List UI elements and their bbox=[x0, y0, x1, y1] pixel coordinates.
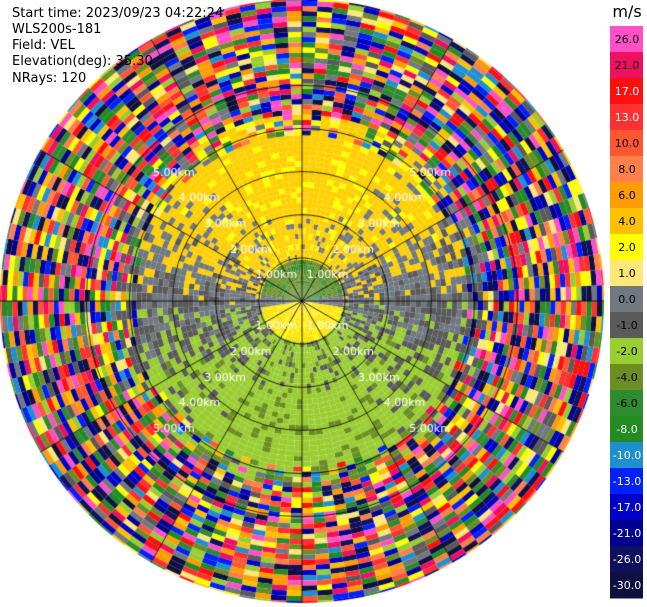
colorbar-title: m/s bbox=[612, 2, 641, 21]
colorbar-tick-label: 8.0 bbox=[618, 163, 636, 176]
ppi-velocity-plot bbox=[0, 0, 606, 607]
colorbar-tick-label: 17.0 bbox=[615, 85, 640, 98]
field-label: Field: VEL bbox=[12, 38, 75, 53]
colorbar-swatch bbox=[610, 338, 643, 365]
colorbar-tick-label: -30.0 bbox=[613, 579, 641, 592]
colorbar-swatch bbox=[610, 520, 643, 547]
colorbar-tick-label: -6.0 bbox=[616, 397, 637, 410]
colorbar-tick-label: -4.0 bbox=[616, 371, 637, 384]
colorbar-tick-label: -17.0 bbox=[613, 501, 641, 514]
colorbar-swatch bbox=[610, 572, 643, 599]
colorbar-swatch bbox=[610, 390, 643, 417]
colorbar-tick-label: -21.0 bbox=[613, 527, 641, 540]
colorbar-tick-label: 13.0 bbox=[615, 111, 640, 124]
colorbar-tick-label: 1.0 bbox=[618, 267, 636, 280]
colorbar-tick-label: -1.0 bbox=[616, 319, 637, 332]
colorbar-tick-label: 21.0 bbox=[615, 59, 640, 72]
colorbar-swatch bbox=[610, 208, 643, 235]
colorbar-tick-label: -13.0 bbox=[613, 475, 641, 488]
colorbar-swatch bbox=[610, 494, 643, 521]
colorbar-swatch bbox=[610, 468, 643, 495]
colorbar-tick-label: -2.0 bbox=[616, 345, 637, 358]
colorbar-swatch bbox=[610, 546, 643, 573]
colorbar-swatch bbox=[610, 286, 643, 313]
colorbar-tick-label: 6.0 bbox=[618, 189, 636, 202]
colorbar-swatch bbox=[610, 52, 643, 79]
colorbar-tick-label: -10.0 bbox=[613, 449, 641, 462]
colorbar-swatch bbox=[610, 104, 643, 131]
colorbar-swatch bbox=[610, 260, 643, 287]
colorbar-tick-label: -26.0 bbox=[613, 553, 641, 566]
instrument-label: WLS200s-181 bbox=[12, 22, 102, 37]
colorbar-tick-label: -8.0 bbox=[616, 423, 637, 436]
colorbar-swatch bbox=[610, 156, 643, 183]
colorbar-swatch bbox=[610, 234, 643, 261]
colorbar-tick-label: 2.0 bbox=[618, 241, 636, 254]
colorbar-swatch bbox=[610, 312, 643, 339]
colorbar-swatch bbox=[610, 26, 643, 53]
colorbar-swatch bbox=[610, 78, 643, 105]
colorbar-tick-label: 0.0 bbox=[618, 293, 636, 306]
elevation-label: Elevation(deg): 35.30 bbox=[12, 54, 153, 69]
nrays-label: NRays: 120 bbox=[12, 71, 87, 86]
colorbar-swatch bbox=[610, 182, 643, 209]
colorbar-swatch bbox=[610, 416, 643, 443]
colorbar: m/s 26.0 21.0 17.0 13.0 10.0 8.0 6.0 4.0 2.0 1.0 0… bbox=[610, 2, 643, 599]
start-time-label: Start time: 2023/09/23 04:22:24 bbox=[12, 6, 224, 21]
colorbar-swatch bbox=[610, 130, 643, 157]
colorbar-swatch bbox=[610, 442, 643, 469]
colorbar-tick-label: 26.0 bbox=[615, 33, 640, 46]
colorbar-tick-label: 4.0 bbox=[618, 215, 636, 228]
colorbar-tick-label: 10.0 bbox=[615, 137, 640, 150]
colorbar-swatch bbox=[610, 364, 643, 391]
